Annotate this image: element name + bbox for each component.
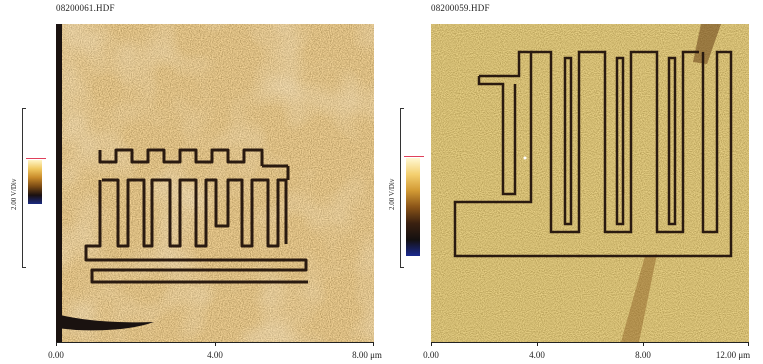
left-scale-label: 2.00 V/Div <box>10 178 18 210</box>
right-tick-2: 8.00 <box>635 350 651 360</box>
left-x-axis: 0.00 4.00 8.00 μm <box>48 342 382 364</box>
left-colorbar-gradient <box>28 160 42 204</box>
right-panel: 2.00 V/Div 08200059.HDF <box>380 0 763 364</box>
right-scale-label: 2.00 V/Div <box>388 178 396 210</box>
right-tick-1: 4.00 <box>529 350 545 360</box>
left-tick-2: 8.00 μm <box>352 350 382 360</box>
right-colorbar-gradient <box>406 158 420 256</box>
right-tick-0: 0.00 <box>423 350 439 360</box>
right-afm-image <box>431 24 749 342</box>
right-tick-3: 12.00 μm <box>715 350 751 360</box>
left-tick-0: 0.00 <box>48 350 64 360</box>
left-panel: 2.00 V/Div 08200061.HDF <box>0 0 382 364</box>
left-tick-1: 4.00 <box>207 350 223 360</box>
left-afm-image <box>56 24 374 342</box>
right-x-axis: 0.00 4.00 8.00 12.00 μm <box>423 342 751 364</box>
right-filename: 08200059.HDF <box>431 3 490 13</box>
left-filename: 08200061.HDF <box>56 3 115 13</box>
